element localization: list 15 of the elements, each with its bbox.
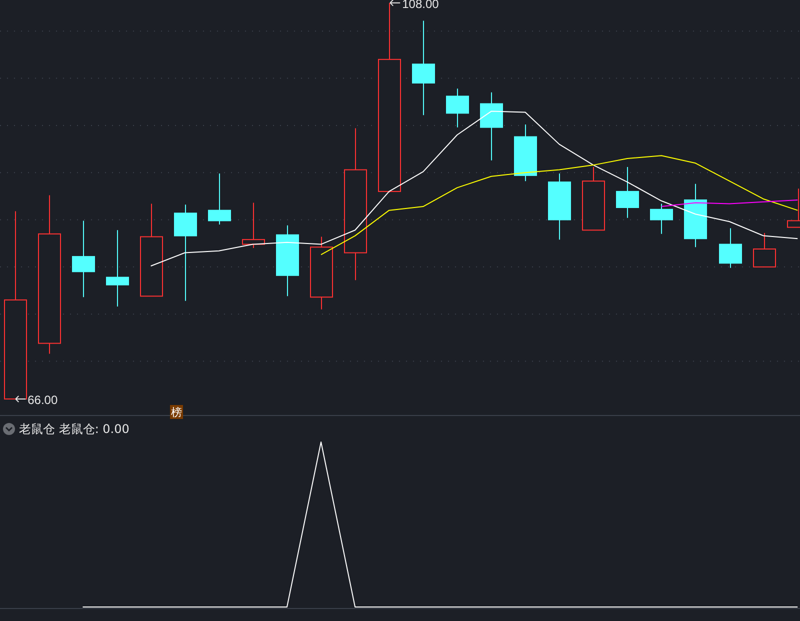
annotation: 66.00 <box>28 392 58 407</box>
candlestick <box>72 220 95 298</box>
chart-title: 老鼠仓 老鼠仓: 0.00 <box>19 422 130 436</box>
candlestick <box>174 204 197 302</box>
candlestick <box>242 202 265 249</box>
candlestick <box>480 92 503 161</box>
candlestick <box>616 166 639 218</box>
candlestick <box>208 173 231 225</box>
candlestick <box>719 228 742 268</box>
candlestick <box>446 88 469 128</box>
candlestick <box>753 232 776 268</box>
annotation: 榜 <box>171 406 182 419</box>
candlestick <box>106 230 129 308</box>
candlestick <box>412 20 435 116</box>
candlestick <box>650 203 673 234</box>
